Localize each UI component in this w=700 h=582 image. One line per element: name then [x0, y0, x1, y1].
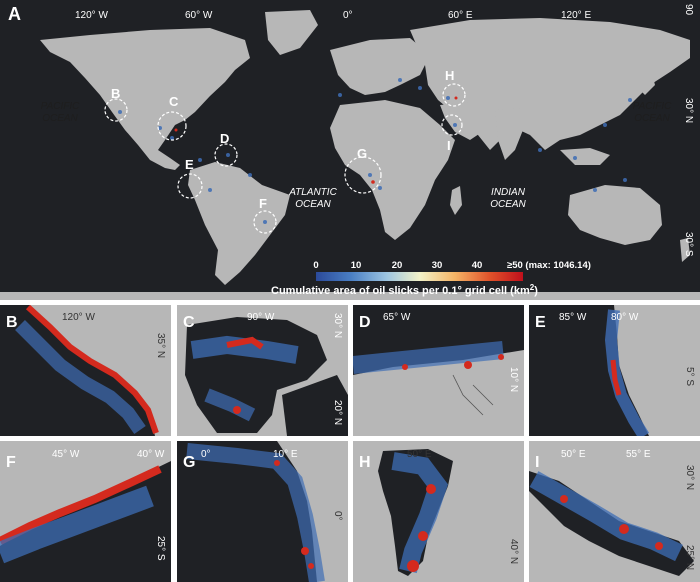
- legend-tick: 30: [432, 260, 443, 271]
- region-circle-d: [214, 143, 238, 167]
- longitude-label: 50° E: [561, 449, 586, 460]
- ocean-label-indian: OCEAN: [490, 199, 526, 210]
- longitude-label: 0°: [201, 449, 211, 460]
- inset-panel-f: F 45° W 40° W 25° S: [0, 441, 171, 582]
- greenland-landmass: [265, 10, 318, 55]
- top-axis-label: 60° W: [185, 10, 213, 21]
- region-label-g: G: [357, 146, 367, 161]
- ocean-label-pacific-east: OCEAN: [634, 113, 670, 124]
- legend-tick: 0: [313, 260, 318, 271]
- top-axis-label: 0°: [343, 10, 353, 21]
- ocean-label-atlantic: ATLANTIC: [288, 187, 337, 198]
- antarctica-landmass: [0, 292, 700, 300]
- longitude-label: 10° E: [273, 449, 298, 460]
- north-america-landmass: [40, 28, 250, 170]
- panel-letter-d: D: [359, 314, 371, 331]
- panel-letter-e: E: [535, 314, 546, 331]
- inset-panel-c: C 90° W 30° N 20° N: [177, 305, 348, 436]
- southeast-asia-islands: [560, 148, 610, 165]
- madagascar-landmass: [450, 186, 462, 215]
- region-label-i: I: [447, 138, 451, 153]
- longitude-label: 80° W: [611, 312, 639, 323]
- south-america-landmass: [188, 162, 290, 285]
- region-label-e: E: [185, 157, 194, 172]
- europe-landmass: [330, 38, 430, 95]
- latitude-label: 25° S: [155, 536, 166, 561]
- region-label-f: F: [259, 196, 267, 211]
- legend-tick: ≥50 (max: 1046.14): [507, 260, 591, 271]
- inset-panel-b: B 120° W 35° N: [0, 305, 171, 436]
- ocean-label-pacific-east: PACIFIC: [633, 101, 672, 112]
- longitude-label: 120° W: [62, 312, 95, 323]
- top-axis-label: 120° W: [75, 10, 108, 21]
- world-map: 120° W 60° W 0° 60° E 120° E 90 30° N 30…: [0, 0, 700, 300]
- india-landmass: [495, 108, 525, 160]
- legend-tick: 40: [472, 260, 483, 271]
- region-label-h: H: [445, 68, 454, 83]
- latitude-label: 25° N: [684, 545, 695, 570]
- panel-letter-h: H: [359, 454, 371, 471]
- longitude-label: 85° W: [559, 312, 587, 323]
- region-circle-e: [177, 173, 203, 199]
- region-circle-i: [441, 114, 463, 136]
- inset-panel-e: E 85° W 80° W 5° S: [529, 305, 700, 436]
- top-axis-label: 120° E: [561, 10, 591, 21]
- panel-letter-g: G: [183, 454, 195, 471]
- region-circle-b: [104, 98, 128, 122]
- latitude-label: 0°: [332, 511, 343, 521]
- region-circles: [104, 83, 466, 234]
- latitude-label: 20° N: [332, 400, 343, 425]
- africa-landmass: [330, 100, 455, 240]
- latitude-label: 30° N: [332, 313, 343, 338]
- ocean-label-indian: INDIAN: [491, 187, 526, 198]
- longitude-label: 40° W: [137, 449, 165, 460]
- region-label-c: C: [169, 94, 179, 109]
- land-masses: [0, 10, 700, 300]
- latitude-label: 35° N: [155, 333, 166, 358]
- right-axis-label: 30° S: [683, 232, 694, 257]
- legend-title: Cumulative area of oil slicks per 0.1° g…: [271, 283, 538, 297]
- inset-panel-g: G 0° 10° E 0°: [177, 441, 348, 582]
- legend-tick: 20: [392, 260, 403, 271]
- region-circle-h: [442, 83, 466, 107]
- panel-letter-i: I: [535, 454, 539, 471]
- coastal-slick-dots: [118, 78, 632, 224]
- top-axis-corner-label: 90: [683, 4, 694, 16]
- panel-letter-a: A: [8, 4, 21, 24]
- latitude-label: 5° S: [684, 367, 695, 386]
- region-circle-f: [253, 210, 277, 234]
- australia-landmass: [568, 185, 662, 245]
- inset-panel-h: H 50° E 40° N: [353, 441, 524, 582]
- right-axis-label: 30° N: [683, 98, 694, 123]
- longitude-label: 45° W: [52, 449, 80, 460]
- panel-letter-c: C: [183, 314, 195, 331]
- latitude-label: 40° N: [508, 539, 519, 564]
- region-circle-c: [157, 111, 187, 141]
- longitude-label: 50° E: [407, 449, 432, 460]
- longitude-label: 65° W: [383, 312, 411, 323]
- panel-letter-f: F: [6, 454, 16, 471]
- panel-letter-b: B: [6, 314, 18, 331]
- new-zealand-landmass: [680, 238, 690, 262]
- hotspot-dots: [174, 96, 458, 184]
- legend-tick: 10: [351, 260, 362, 271]
- latitude-label: 30° N: [684, 465, 695, 490]
- top-axis-label: 60° E: [448, 10, 473, 21]
- region-circle-g: [344, 156, 382, 194]
- inset-panel-d: D 65° W 10° N: [353, 305, 524, 436]
- ocean-label-pacific-west: PACIFIC: [41, 101, 80, 112]
- legend-colorbar: [316, 272, 523, 281]
- region-label-b: B: [111, 86, 120, 101]
- ocean-label-atlantic: OCEAN: [295, 199, 331, 210]
- ocean-label-pacific-west: OCEAN: [42, 113, 78, 124]
- longitude-label: 55° E: [626, 449, 651, 460]
- inset-panel-i: I 50° E 55° E 30° N 25° N: [529, 441, 700, 582]
- japan-landmass: [638, 65, 655, 95]
- arabian-peninsula-landmass: [440, 102, 488, 140]
- longitude-label: 90° W: [247, 312, 275, 323]
- latitude-label: 10° N: [508, 367, 519, 392]
- region-label-d: D: [220, 131, 229, 146]
